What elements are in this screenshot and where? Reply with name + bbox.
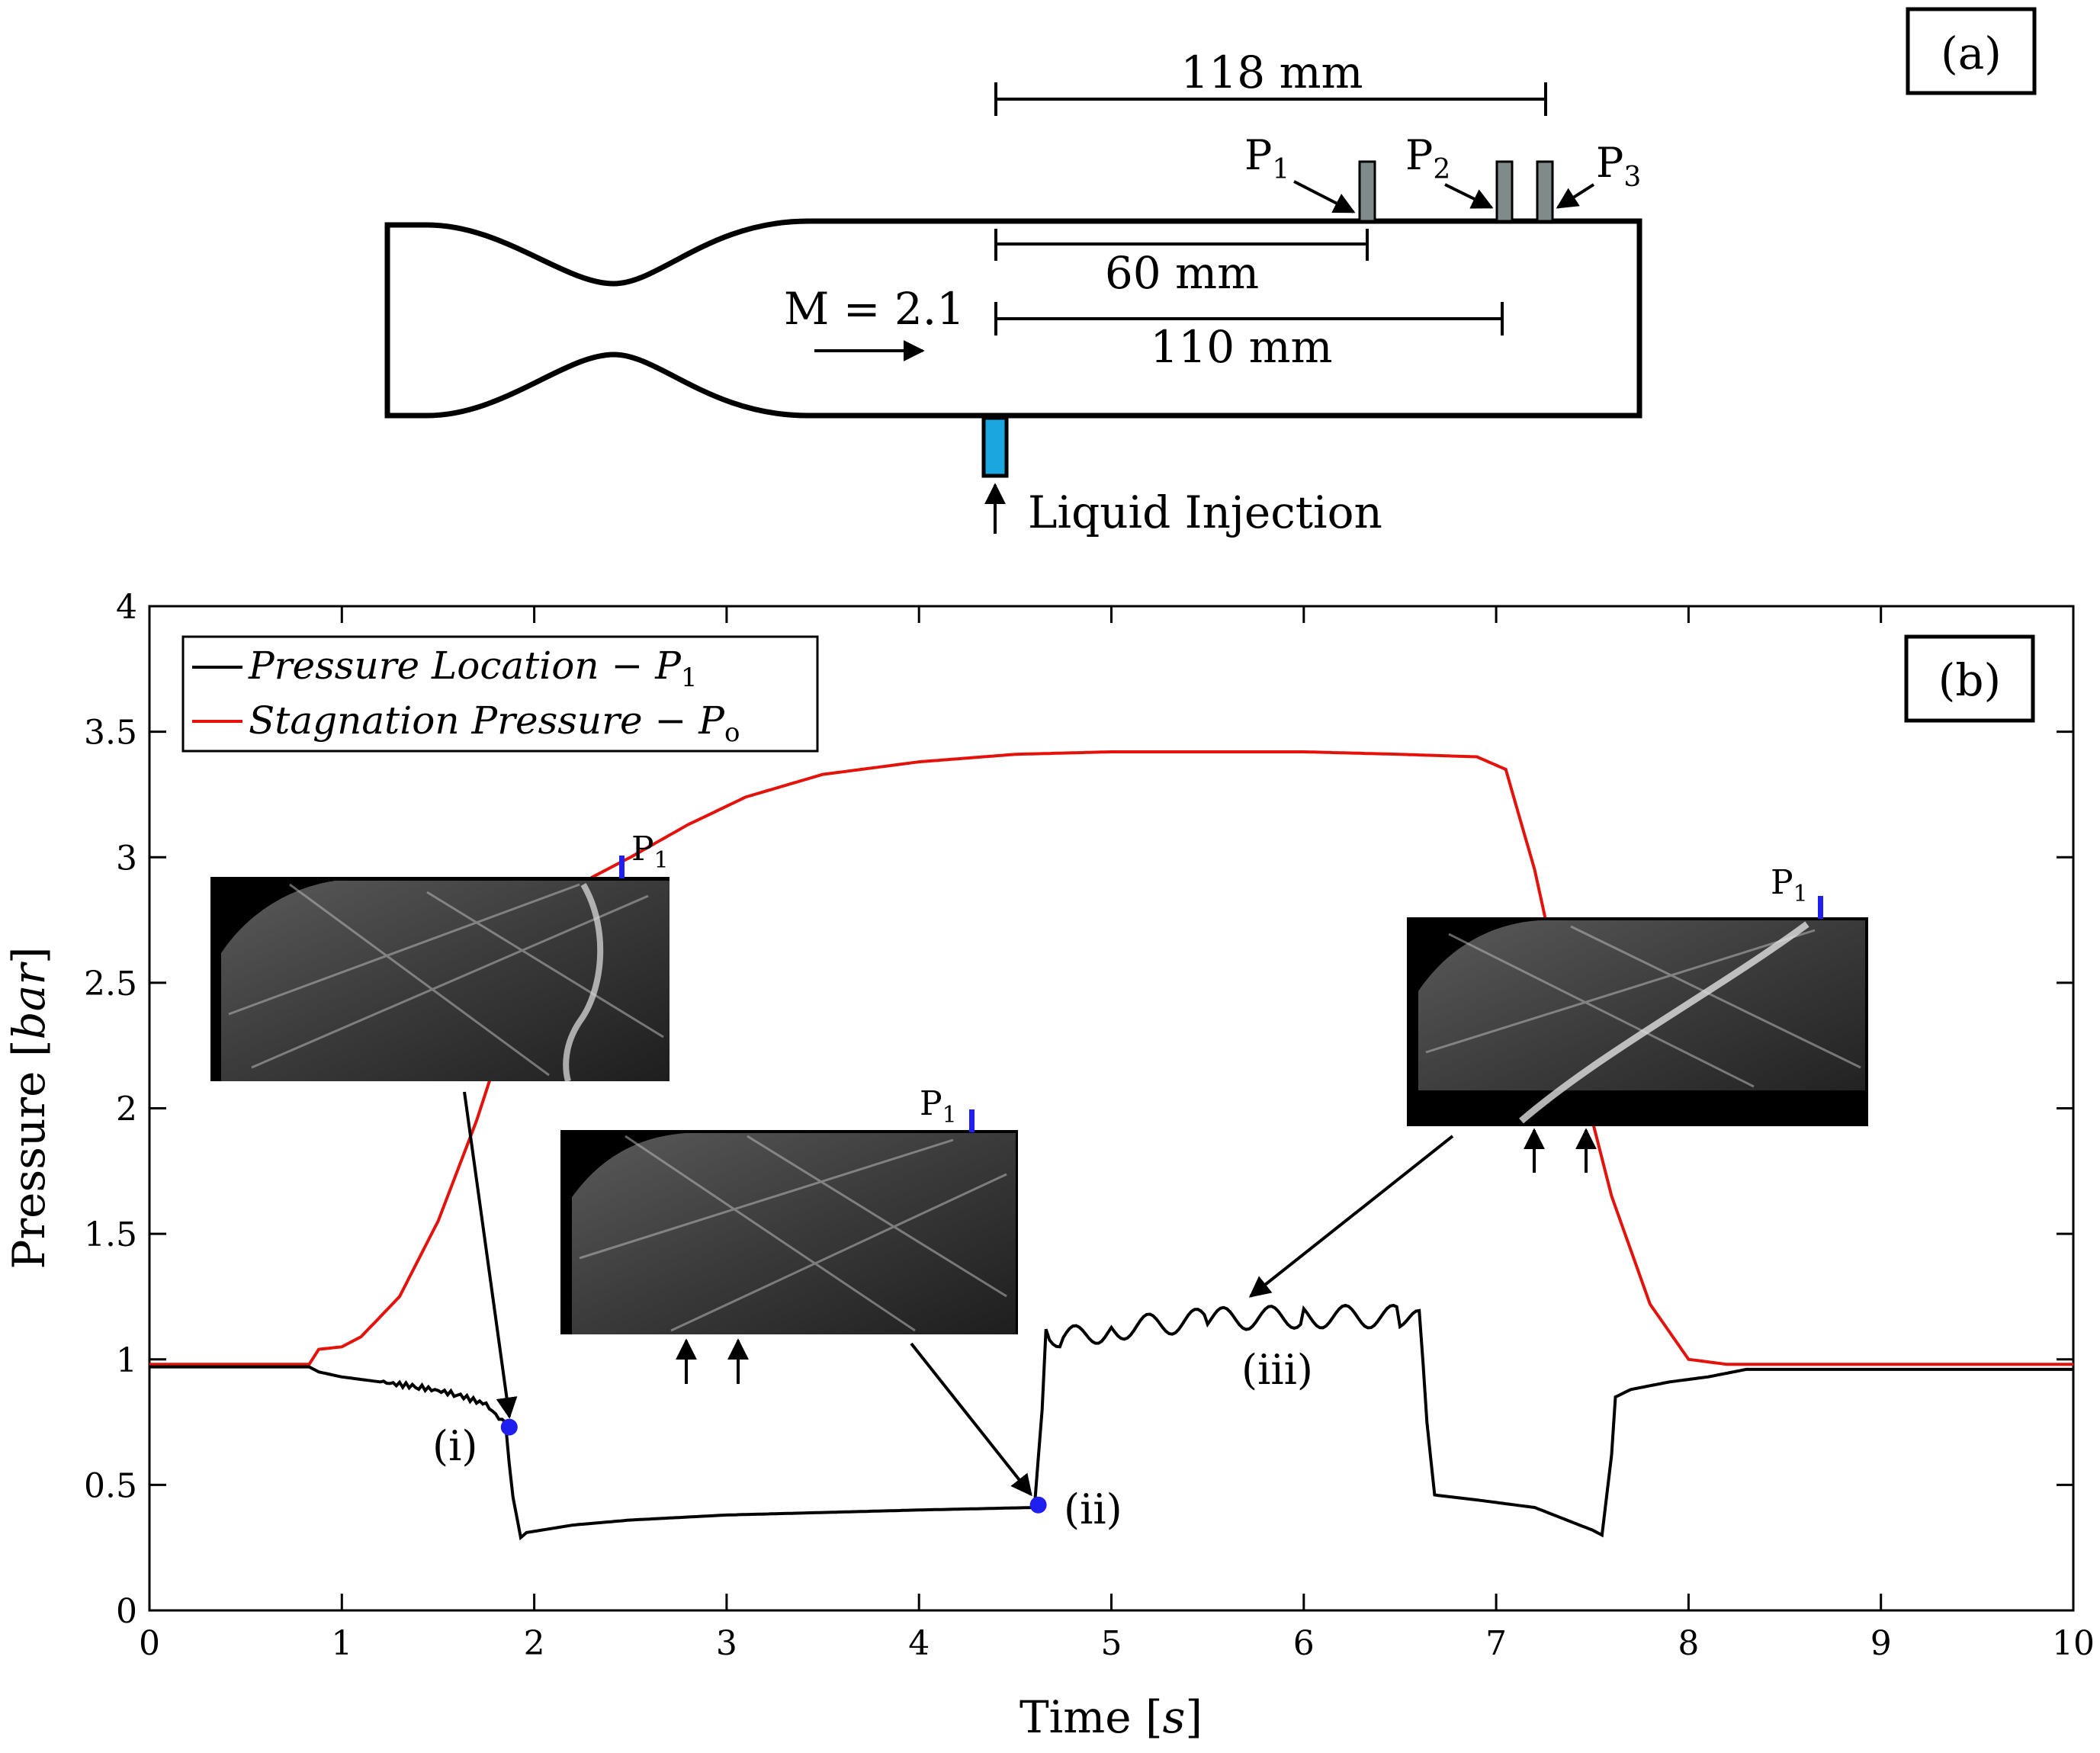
mach-label: M = 2.1 [784, 283, 965, 335]
dimension-110-label: 110 mm [1150, 321, 1332, 373]
panel-a-schematic: (a) P1 P2 P3 118 mm 60 mm [384, 7, 2037, 538]
annotation-iii: (iii) [1241, 1346, 1313, 1394]
port-p1 [1358, 160, 1376, 223]
inset-i-port-marker [619, 856, 625, 878]
port-p3-label: P3 [1596, 139, 1641, 193]
x-tick-label: 8 [1678, 1624, 1699, 1663]
callout-arrow-i [463, 1091, 518, 1419]
marker-ii [1029, 1496, 1047, 1514]
x-tick-label: 10 [2052, 1624, 2095, 1663]
legend-box [181, 635, 819, 753]
y-tick-label: 4 [116, 588, 137, 627]
marker-i [500, 1418, 518, 1436]
x-tick-label: 1 [331, 1624, 352, 1663]
dimension-110 [994, 302, 1504, 336]
inset-ii-port-marker [969, 1109, 975, 1132]
panel-a-label-box [1906, 7, 2037, 95]
y-axis-label: Pressure [bar] [3, 946, 55, 1269]
y-tick-label: 0 [116, 1592, 137, 1631]
y-axis-ticks: 0 0.5 1 1.5 2 2.5 3 3.5 4 [84, 588, 2073, 1631]
port-p3 [1536, 160, 1554, 223]
port-p1-label: P1 [1244, 131, 1289, 185]
port-p1-arrow [1293, 180, 1356, 214]
y-tick-label: 1 [116, 1341, 137, 1380]
dimension-60 [994, 229, 1369, 261]
annotation-ii: (ii) [1064, 1485, 1122, 1533]
annotation-i: (i) [432, 1422, 477, 1470]
y-tick-label: 2 [116, 1090, 137, 1129]
x-tick-label: 9 [1870, 1624, 1892, 1663]
y-tick-label: 1.5 [84, 1215, 137, 1254]
nozzle-outline [384, 218, 1642, 419]
dimension-60-label: 60 mm [1105, 247, 1259, 299]
inset-ii-port-label: P1 [920, 1084, 957, 1129]
y-tick-label: 2.5 [84, 965, 137, 1003]
x-tick-label: 7 [1485, 1624, 1507, 1663]
x-tick-label: 0 [139, 1624, 160, 1663]
inset-image-i: P1 [210, 830, 669, 1083]
inset-image-ii: P1 [560, 1084, 1018, 1384]
x-tick-label: 2 [524, 1624, 545, 1663]
inset-image-iii: P1 [1407, 863, 1868, 1173]
port-p2 [1495, 160, 1514, 223]
x-tick-label: 6 [1293, 1624, 1315, 1663]
panel-b-chart: 0 1 2 3 4 5 6 7 8 9 10 00.511.522.533.54 Time [s] … [3, 588, 2095, 1743]
dimension-118-label: 118 mm [1180, 47, 1363, 98]
panel-b-label-box [1904, 634, 2035, 723]
x-tick-label: 3 [716, 1624, 737, 1663]
dimension-118 [994, 82, 1547, 116]
y-tick-label: 0.5 [84, 1466, 137, 1505]
inset-iii-port-label: P1 [1771, 863, 1808, 907]
legend-entry-pressure: Pressure Location − P1 [248, 644, 698, 693]
panel-b-label: (b) [1938, 654, 2001, 706]
injection-label: Liquid Injection [1028, 486, 1382, 538]
y-tick-label: 3.5 [84, 714, 137, 753]
panel-a-label: (a) [1941, 27, 2002, 79]
inset-iii-port-marker [1818, 896, 1823, 919]
y-tick-label: 3 [116, 839, 137, 878]
callout-arrow-ii [910, 1342, 1032, 1497]
x-tick-label: 4 [908, 1624, 930, 1663]
legend: Pressure Location − P1 Stagnation Pressu… [181, 635, 819, 753]
series-pressure-p1-line [149, 1303, 2073, 1541]
x-tick-label: 5 [1101, 1624, 1122, 1663]
liquid-injector [981, 416, 1009, 478]
port-p3-arrow [1556, 183, 1595, 209]
x-axis-label: Time [s] [1019, 1691, 1203, 1743]
legend-entry-stagnation: Stagnation Pressure − Po [249, 698, 740, 748]
port-p2-label: P2 [1405, 131, 1450, 185]
inset-i-port-label: P1 [631, 830, 669, 874]
callout-arrow-iii [1248, 1135, 1454, 1298]
port-p2-arrow [1444, 183, 1494, 209]
x-axis-ticks: 0 1 2 3 4 5 6 7 8 9 10 [139, 606, 2095, 1663]
